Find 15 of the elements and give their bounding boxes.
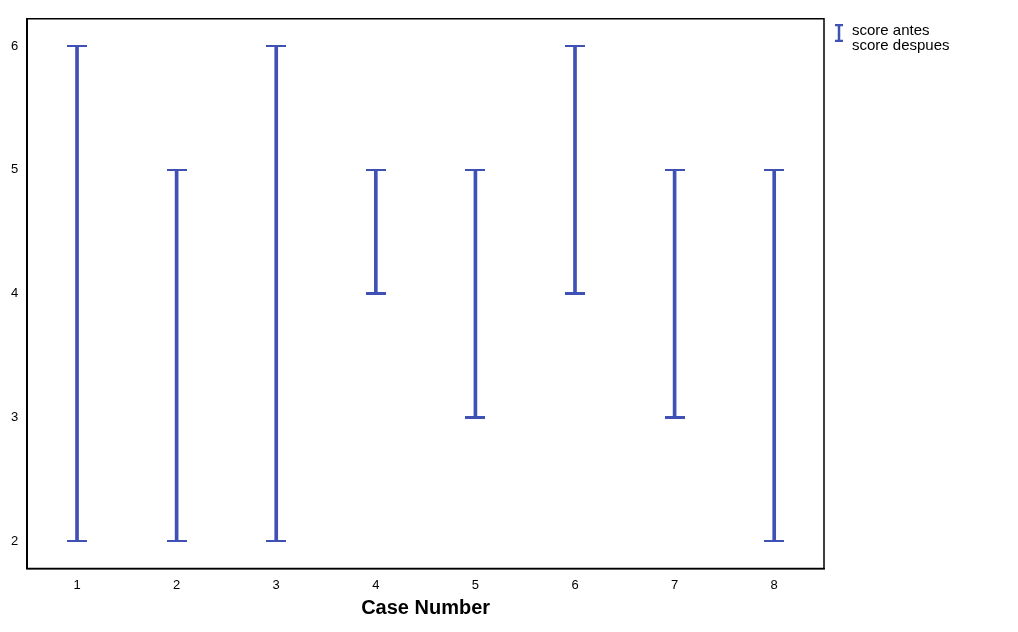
x-tick-label: 5 <box>471 576 480 592</box>
y-tick-label: 5 <box>11 161 19 177</box>
x-tick-label: 3 <box>272 576 280 592</box>
x-tick-label: 1 <box>73 576 81 592</box>
y-tick-label: 2 <box>11 532 19 548</box>
x-tick-label: 6 <box>571 576 579 592</box>
legend-label: score antes score despues <box>852 21 950 53</box>
y-tick-label: 4 <box>11 285 19 301</box>
y-tick-label: 6 <box>11 37 19 53</box>
y-tick-label: 3 <box>11 408 19 424</box>
x-tick-label: 2 <box>173 576 181 592</box>
x-tick-label: 7 <box>670 576 679 592</box>
x-tick-label: 8 <box>770 576 778 592</box>
x-tick-label: 4 <box>372 576 380 592</box>
x-axis-title: Case Number <box>361 595 491 618</box>
